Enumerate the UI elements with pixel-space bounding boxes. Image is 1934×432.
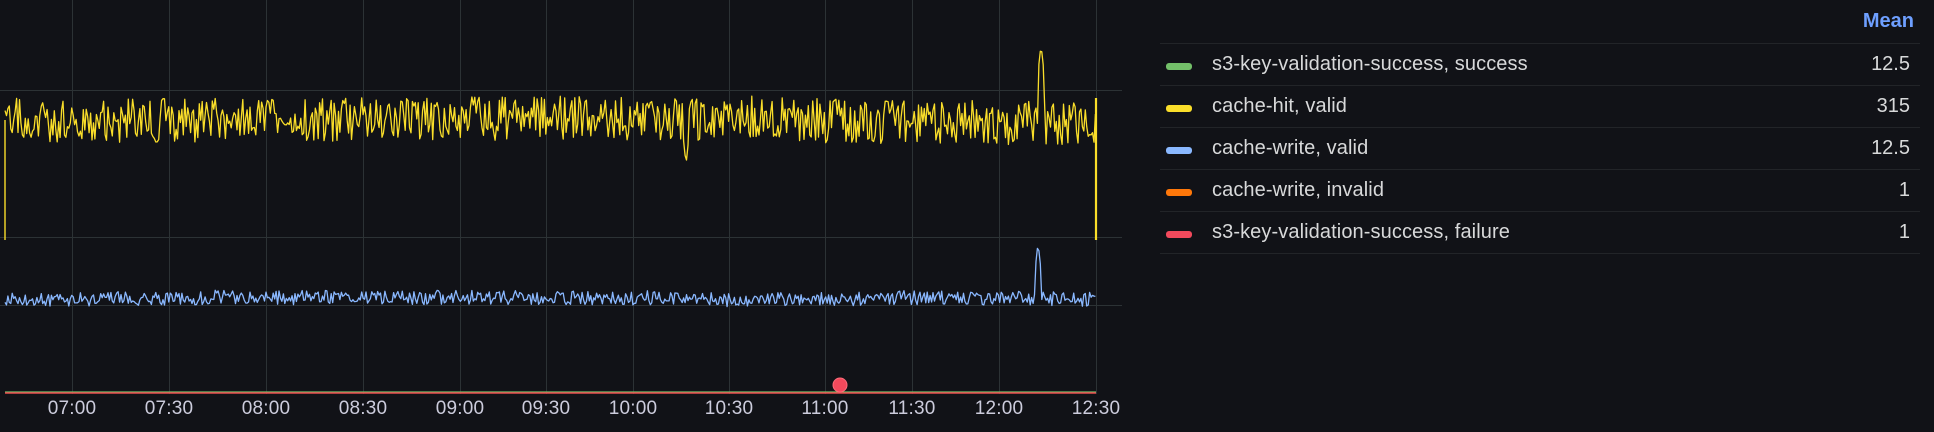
legend-header-swatch (1160, 2, 1206, 44)
x-axis-tick-label: 11:00 (801, 398, 849, 419)
x-axis: 07:00 07:30 08:00 08:30 09:00 09:30 10:00 10:30… (0, 394, 1122, 432)
plot-area[interactable] (0, 0, 1122, 394)
legend-series-label[interactable]: s3-key-validation-success, failure (1212, 221, 1510, 243)
plot-wrapper: 07:00 07:30 08:00 08:30 09:00 09:30 10:00 10:30… (0, 0, 1122, 432)
legend-panel: Mean s3-key-validation-success, success 1… (1122, 0, 1934, 432)
series-color-swatch[interactable] (1166, 231, 1192, 238)
legend-row[interactable]: cache-write, valid 12.5 (1160, 127, 1920, 170)
legend-row[interactable]: s3-key-validation-success, failure 1 (1160, 211, 1920, 254)
x-axis-tick-label: 12:00 (974, 398, 1024, 419)
x-axis-tick-label: 09:30 (521, 398, 571, 419)
x-axis-tick-label: 10:00 (608, 398, 658, 419)
x-axis-tick-label: 08:00 (241, 398, 291, 419)
legend-swatch-cell (1160, 212, 1206, 254)
series-color-swatch[interactable] (1166, 105, 1192, 112)
legend-row[interactable]: s3-key-validation-success, success 12.5 (1160, 43, 1920, 86)
legend-row[interactable]: cache-hit, valid 315 (1160, 85, 1920, 128)
legend-swatch-cell (1160, 170, 1206, 212)
chart-gridlines (0, 0, 1122, 394)
legend-header-series (1206, 2, 1790, 44)
legend-mean-value: 12.5 (1871, 53, 1910, 75)
series-line (4, 247, 1096, 308)
x-axis-tick-label: 12:30 (1071, 398, 1121, 419)
legend-mean-value: 1 (1898, 179, 1910, 201)
series-color-swatch[interactable] (1166, 63, 1192, 70)
x-axis-tick-label: 10:30 (704, 398, 754, 419)
legend-series-label[interactable]: cache-write, valid (1212, 137, 1369, 159)
x-axis-tick-label: 07:30 (144, 398, 194, 419)
legend-series-label[interactable]: cache-hit, valid (1212, 95, 1347, 117)
legend-header-mean[interactable]: Mean (1862, 10, 1914, 32)
series-color-swatch[interactable] (1166, 189, 1192, 196)
x-axis-tick-label: 11:30 (888, 398, 936, 419)
legend-series-label[interactable]: cache-write, invalid (1212, 179, 1385, 201)
series-color-swatch[interactable] (1166, 147, 1192, 154)
annotation-marker-icon[interactable] (832, 377, 848, 393)
legend-header-row: Mean (1160, 2, 1920, 44)
chart-series-lines (4, 50, 1098, 394)
legend-swatch-cell (1160, 44, 1206, 86)
legend-mean-value: 1 (1898, 221, 1910, 243)
legend-table: Mean s3-key-validation-success, success 1… (1160, 2, 1920, 254)
legend-mean-value: 12.5 (1871, 137, 1910, 159)
x-axis-tick-label: 07:00 (47, 398, 97, 419)
x-axis-tick-label: 08:30 (338, 398, 388, 419)
legend-swatch-cell (1160, 86, 1206, 128)
x-axis-tick-label: 09:00 (435, 398, 485, 419)
series-line (4, 50, 1097, 161)
legend-row[interactable]: cache-write, invalid 1 (1160, 169, 1920, 212)
legend-swatch-cell (1160, 128, 1206, 170)
legend-mean-value: 315 (1876, 95, 1910, 117)
legend-series-label[interactable]: s3-key-validation-success, success (1212, 53, 1528, 75)
